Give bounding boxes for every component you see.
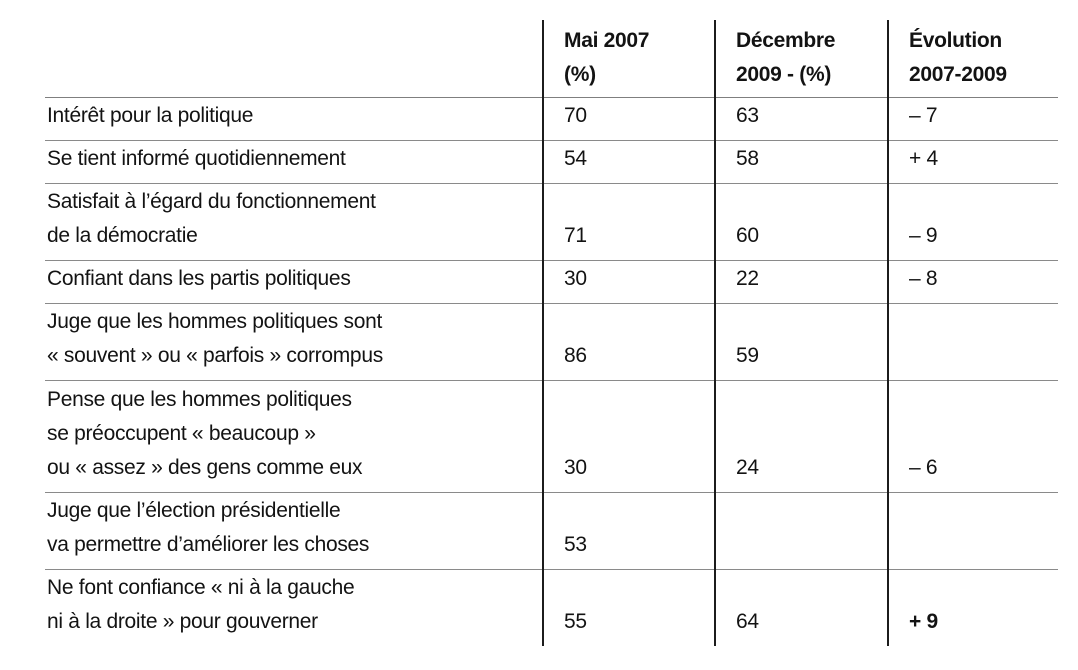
table-row: Confiant dans les partis politiques 30 2… [45, 260, 1058, 304]
header-line: 2007-2009 [909, 63, 1007, 86]
value-evolution: – 6 [888, 380, 1058, 493]
value-dec2009: 60 [715, 183, 889, 261]
row-label-line: de la démocratie [47, 223, 198, 247]
row-label: Juge que l’élection présidentielle va pe… [45, 492, 544, 570]
value-evolution: – 7 [888, 97, 1058, 141]
value-mai2007: 71 [543, 183, 716, 261]
header-line: Évolution [909, 29, 1002, 52]
value-dec2009: 24 [715, 380, 889, 493]
row-label-line: Ne font confiance « ni à la gauche [47, 576, 355, 599]
table-row: Satisfait à l’égard du fonctionnement de… [45, 183, 1058, 261]
header-row: Mai 2007 (%) Décembre 2009 - (%) Évoluti… [45, 20, 1058, 98]
survey-table: Mai 2007 (%) Décembre 2009 - (%) Évoluti… [45, 20, 1058, 646]
row-label: Juge que les hommes politiques sont « so… [45, 303, 544, 381]
value-evolution: – 8 [888, 260, 1058, 304]
value-dec2009: 58 [715, 140, 889, 184]
row-label-line: Pense que les hommes politiques [47, 387, 352, 411]
table-row: Intérêt pour la politique 70 63 – 7 [45, 97, 1058, 141]
row-label-line: Satisfait à l’égard du fonctionnement [47, 189, 376, 213]
row-label-line: ni à la droite » pour gouverner [47, 610, 318, 633]
row-label-line: Intérêt pour la politique [47, 103, 254, 127]
value-mai2007: 30 [543, 380, 716, 493]
header-line: Décembre [736, 29, 836, 52]
value-dec2009: 59 [715, 303, 889, 381]
document-page: Mai 2007 (%) Décembre 2009 - (%) Évoluti… [0, 20, 1078, 670]
table-row: Juge que les hommes politiques sont « so… [45, 303, 1058, 381]
value-mai2007: 54 [543, 140, 716, 184]
table-row: Se tient informé quotidiennement 54 58 +… [45, 140, 1058, 184]
column-header-evolution: Évolution 2007-2009 [888, 20, 1058, 98]
row-label: Confiant dans les partis politiques [45, 260, 544, 304]
table-row: Pense que les hommes politiques se préoc… [45, 380, 1058, 493]
row-label-line: Confiant dans les partis politiques [47, 266, 351, 290]
value-mai2007: 70 [543, 97, 716, 141]
row-label-line: Se tient informé quotidiennement [47, 146, 346, 170]
header-line: (%) [564, 63, 596, 86]
row-label-line: Juge que l’élection présidentielle [47, 498, 341, 522]
value-evolution: + 4 [888, 140, 1058, 184]
row-label: Intérêt pour la politique [45, 97, 544, 141]
value-dec2009 [715, 492, 889, 570]
value-mai2007: 30 [543, 260, 716, 304]
column-header-label [45, 20, 544, 98]
value-dec2009: 22 [715, 260, 889, 304]
header-line: Mai 2007 [564, 29, 650, 52]
row-label: Pense que les hommes politiques se préoc… [45, 380, 544, 493]
value-mai2007: 86 [543, 303, 716, 381]
row-label-line: se préoccupent « beaucoup » [47, 421, 316, 445]
row-label-line: ou « assez » des gens comme eux [47, 455, 363, 479]
row-label-line: Juge que les hommes politiques sont [47, 309, 383, 333]
value-evolution: + 9 [909, 610, 938, 633]
value-dec2009: 64 [715, 569, 889, 646]
value-evolution [888, 492, 1058, 570]
column-header-dec2009: Décembre 2009 - (%) [715, 20, 889, 98]
row-label: Se tient informé quotidiennement [45, 140, 544, 184]
row-label-line: va permettre d’améliorer les choses [47, 532, 370, 556]
row-label: Satisfait à l’égard du fonctionnement de… [45, 183, 544, 261]
table-row: Ne font confiance « ni à la gauche ni à … [45, 569, 1058, 646]
table-row: Juge que l’élection présidentielle va pe… [45, 492, 1058, 570]
value-mai2007: 53 [543, 492, 716, 570]
value-mai2007: 55 [543, 569, 716, 646]
value-dec2009: 63 [715, 97, 889, 141]
column-header-mai2007: Mai 2007 (%) [543, 20, 716, 98]
row-label-line: « souvent » ou « parfois » corrompus [47, 343, 383, 367]
value-evolution: – 9 [888, 183, 1058, 261]
value-evolution [888, 303, 1058, 381]
header-line: 2009 - (%) [736, 63, 832, 86]
row-label: Ne font confiance « ni à la gauche ni à … [45, 569, 544, 646]
